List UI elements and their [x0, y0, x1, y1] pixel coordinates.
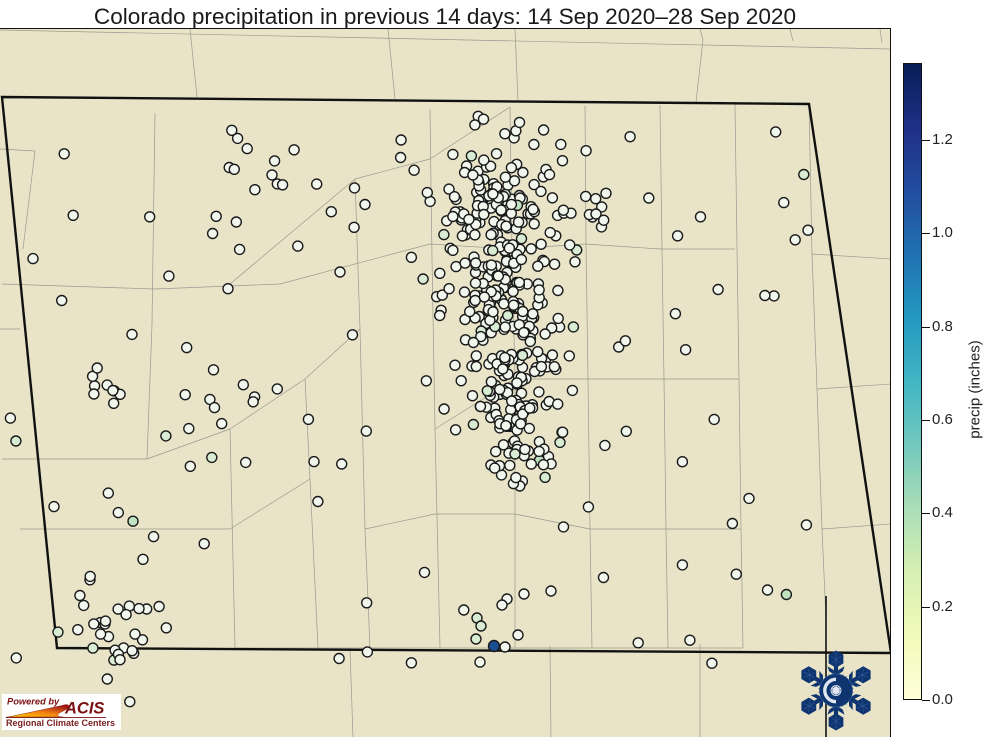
svg-text:Regional Climate Centers: Regional Climate Centers	[6, 718, 115, 728]
svg-text:Powered by: Powered by	[7, 697, 60, 707]
svg-text:ACIS: ACIS	[64, 700, 104, 718]
